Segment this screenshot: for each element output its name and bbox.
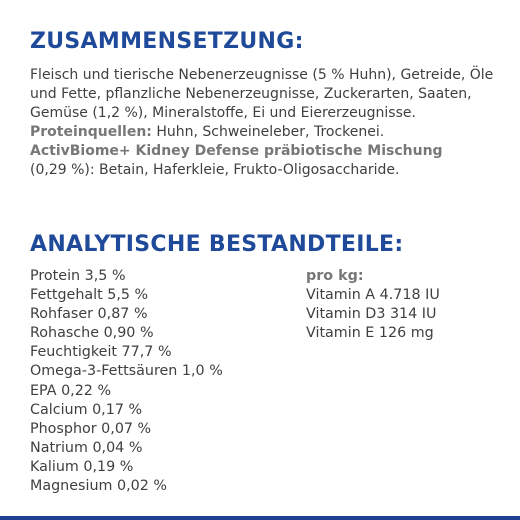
analysis-item: Feuchtigkeit 77,7 % bbox=[30, 344, 172, 361]
vitamin-item: Vitamin E 126 mg bbox=[306, 325, 434, 342]
analysis-item: Kalium 0,19 % bbox=[30, 458, 134, 475]
analysis-item: Rohfaser 0,87 % bbox=[30, 306, 148, 323]
analysis-item: Fettgehalt 5,5 % bbox=[30, 287, 149, 304]
analysis-item: Omega-3-Fettsäuren 1,0 % bbox=[30, 363, 223, 380]
vitamin-list: pro kg: Vitamin A 4.718 IU Vitamin D3 31… bbox=[306, 267, 440, 343]
vitamin-item: Vitamin D3 314 IU bbox=[306, 306, 437, 323]
analysis-item: EPA 0,22 % bbox=[30, 382, 112, 399]
prebiotic-blend-label: ActivBiome+ Kidney Defense präbiotische … bbox=[30, 143, 443, 159]
analysis-heading: ANALYTISCHE BESTANDTEILE: bbox=[30, 232, 404, 257]
footer-bar bbox=[0, 516, 520, 520]
composition-heading: ZUSAMMENSETZUNG: bbox=[30, 29, 304, 54]
per-kg-subheading: pro kg: bbox=[306, 268, 364, 284]
analysis-item: Magnesium 0,02 % bbox=[30, 478, 167, 495]
analysis-item: Phosphor 0,07 % bbox=[30, 420, 152, 437]
analysis-item: Rohasche 0,90 % bbox=[30, 325, 154, 342]
ingredients-text: Fleisch und tierische Nebenerzeugnisse (… bbox=[30, 67, 494, 121]
analysis-list: Protein 3,5 % Fettgehalt 5,5 % Rohfaser … bbox=[30, 267, 223, 496]
prebiotic-blend-text: (0,29 %): Betain, Haferkleie, Frukto-Oli… bbox=[30, 162, 400, 178]
composition-text: Fleisch und tierische Nebenerzeugnisse (… bbox=[30, 66, 500, 180]
analysis-item: Calcium 0,17 % bbox=[30, 401, 143, 418]
protein-sources-text: Huhn, Schweineleber, Trockenei. bbox=[151, 124, 385, 140]
protein-sources-label: Proteinquellen: bbox=[30, 124, 152, 140]
analysis-item: Protein 3,5 % bbox=[30, 268, 126, 284]
vitamin-item: Vitamin A 4.718 IU bbox=[306, 287, 440, 304]
analysis-item: Natrium 0,04 % bbox=[30, 439, 143, 456]
